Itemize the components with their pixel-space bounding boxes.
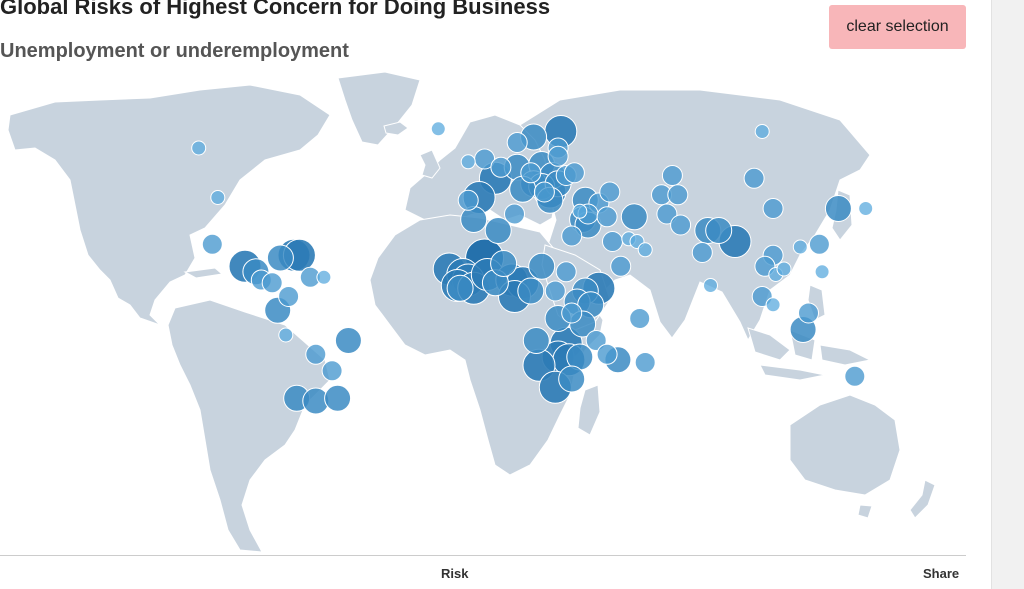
country-bubble[interactable] [547,145,569,167]
land-iceland [383,121,409,136]
land-madagascar [577,384,601,436]
land-uk [419,149,441,179]
country-bubble[interactable] [555,261,577,283]
country-bubble[interactable] [705,217,733,244]
country-bubble[interactable] [661,165,683,186]
country-bubble[interactable] [324,384,352,412]
land-new-zealand [909,479,936,519]
country-bubble[interactable] [792,239,808,255]
country-bubble[interactable] [457,189,479,211]
country-bubble[interactable] [210,190,226,205]
country-bubble[interactable] [528,252,556,280]
country-bubble[interactable] [596,206,618,228]
land-greenland [337,71,421,146]
country-bubble[interactable] [808,233,830,255]
country-bubble[interactable] [762,198,784,219]
risk-tab[interactable]: Risk [441,566,469,581]
land-indonesia [747,327,872,381]
land-tasmania [857,504,873,519]
country-bubble[interactable] [765,297,781,313]
country-bubble[interactable] [691,242,713,263]
map-title: Global Risks of Highest Concern for Doin… [0,0,551,19]
country-bubble[interactable] [858,201,874,216]
country-bubble[interactable] [637,242,653,258]
country-bubble[interactable] [261,272,283,294]
country-bubble[interactable] [191,140,207,156]
country-bubble[interactable] [278,327,294,343]
land-australia [789,394,901,496]
land-caribbean [183,267,224,279]
country-bubble[interactable] [430,121,446,137]
page-scrollbar[interactable] [991,0,1024,589]
country-bubble[interactable] [585,330,607,351]
map-subtitle: Unemployment or underemployment [0,40,349,62]
country-bubble[interactable] [602,231,623,252]
country-bubble[interactable] [484,217,512,244]
world-bubble-map [7,71,936,553]
country-bubble[interactable] [629,308,651,329]
country-bubble[interactable] [201,233,223,255]
country-bubble[interactable] [504,203,525,225]
country-bubble[interactable] [305,343,327,365]
country-bubble[interactable] [814,264,830,280]
country-bubble[interactable] [561,225,583,247]
country-bubble[interactable] [634,352,656,373]
land-layer [7,71,936,553]
country-bubble[interactable] [599,181,621,203]
country-bubble[interactable] [844,365,866,387]
country-bubble[interactable] [321,360,343,382]
country-bubble[interactable] [743,167,765,189]
country-bubble[interactable] [490,156,512,178]
country-bubble[interactable] [703,278,718,293]
country-bubble[interactable] [776,261,792,277]
country-bubble[interactable] [572,203,588,219]
country-bubble[interactable] [517,277,545,305]
country-bubble[interactable] [656,203,678,225]
country-bubble[interactable] [490,250,518,277]
country-bubble[interactable] [446,274,474,302]
country-bubble[interactable] [620,203,648,231]
country-bubble[interactable] [278,286,300,307]
footer-divider [0,555,966,556]
country-bubble[interactable] [544,280,566,302]
country-bubble[interactable] [522,327,550,354]
country-bubble[interactable] [558,365,586,393]
country-bubble[interactable] [334,327,362,354]
country-bubble[interactable] [798,302,819,324]
country-bubble[interactable] [520,162,542,184]
land-south-america [167,299,331,553]
country-bubble[interactable] [596,343,618,365]
share-tab[interactable]: Share [923,566,960,581]
country-bubble[interactable] [460,154,476,170]
country-bubble[interactable] [670,214,692,236]
land-north-america [7,84,331,326]
country-bubble[interactable] [667,184,689,206]
country-bubble[interactable] [460,206,488,233]
country-bubble[interactable] [754,124,770,139]
country-bubble[interactable] [316,269,332,285]
country-bubble[interactable] [506,132,528,153]
country-bubble[interactable] [561,302,583,324]
country-bubble[interactable] [563,162,585,184]
bubble-layer [191,115,874,415]
country-bubble[interactable] [533,181,555,203]
country-bubble[interactable] [266,244,294,272]
clear-selection-button[interactable]: clear selection [829,5,966,49]
country-bubble[interactable] [824,195,852,222]
country-bubble[interactable] [610,255,632,277]
land-africa [369,214,604,476]
